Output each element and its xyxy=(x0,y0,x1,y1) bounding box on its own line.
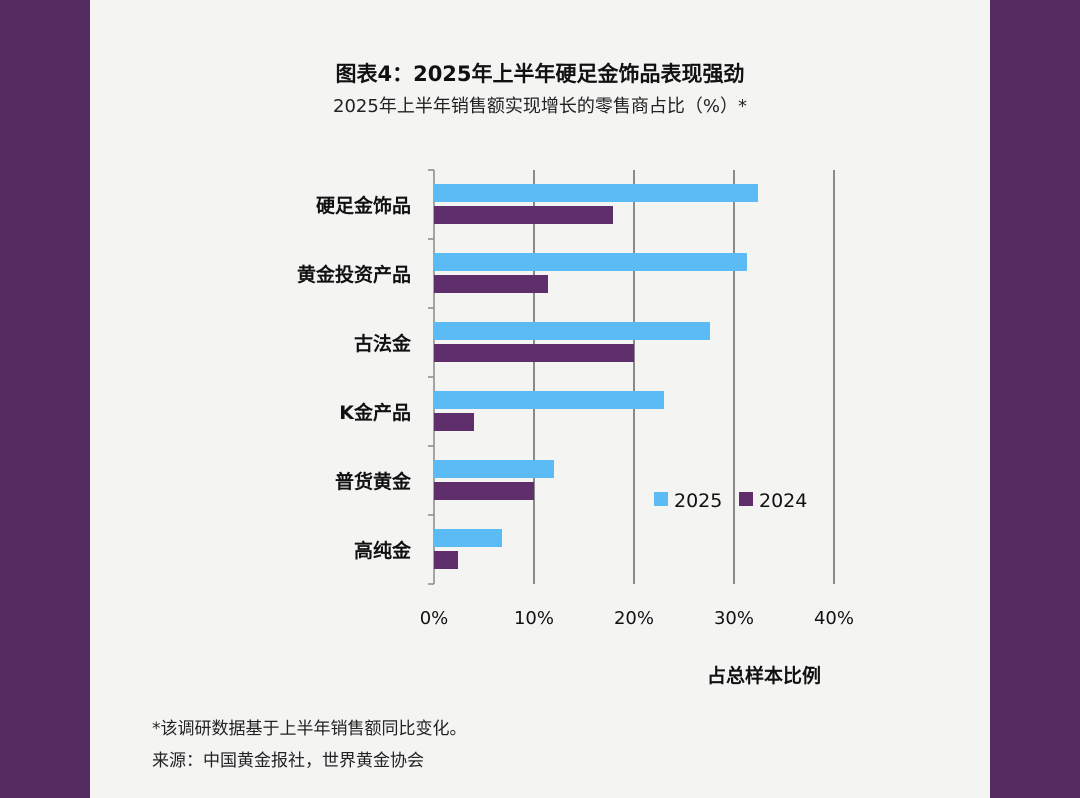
legend-label: 2024 xyxy=(759,490,807,512)
bar-2024 xyxy=(434,206,613,224)
chart-subtitle: 2025年上半年销售额实现增长的零售商占比（%）* xyxy=(333,96,747,117)
category-label: 硬足金饰品 xyxy=(316,194,411,217)
category-label: K金产品 xyxy=(339,401,411,424)
x-tick-label: 30% xyxy=(714,608,754,629)
bar-2024 xyxy=(434,344,634,362)
bar-2024 xyxy=(434,413,474,431)
category-label: 普货黄金 xyxy=(335,470,412,493)
bar-2025 xyxy=(434,322,710,340)
legend-label: 2025 xyxy=(674,490,722,512)
x-axis-label: 占总样本比例 xyxy=(707,664,821,687)
source-note: 来源：中国黄金报社，世界黄金协会 xyxy=(152,751,424,771)
legend-swatch-2025 xyxy=(654,492,668,506)
bar-2024 xyxy=(434,551,458,569)
bar-2025 xyxy=(434,460,554,478)
chart-title: 图表4：2025年上半年硬足金饰品表现强劲 xyxy=(335,62,745,86)
category-label: 高纯金 xyxy=(354,539,412,562)
x-tick-label: 20% xyxy=(614,608,654,629)
bar-2025 xyxy=(434,529,502,547)
bar-2025 xyxy=(434,253,747,271)
bar-2024 xyxy=(434,482,534,500)
category-label: 古法金 xyxy=(354,332,412,355)
x-tick-label: 40% xyxy=(814,608,854,629)
x-tick-label: 0% xyxy=(420,608,449,629)
bar-2024 xyxy=(434,275,548,293)
footnote: *该调研数据基于上半年销售额同比变化。 xyxy=(152,719,467,739)
x-tick-label: 10% xyxy=(514,608,554,629)
category-label: 黄金投资产品 xyxy=(297,263,411,286)
bar-2025 xyxy=(434,184,758,202)
legend-swatch-2024 xyxy=(739,492,753,506)
bar-2025 xyxy=(434,391,664,409)
